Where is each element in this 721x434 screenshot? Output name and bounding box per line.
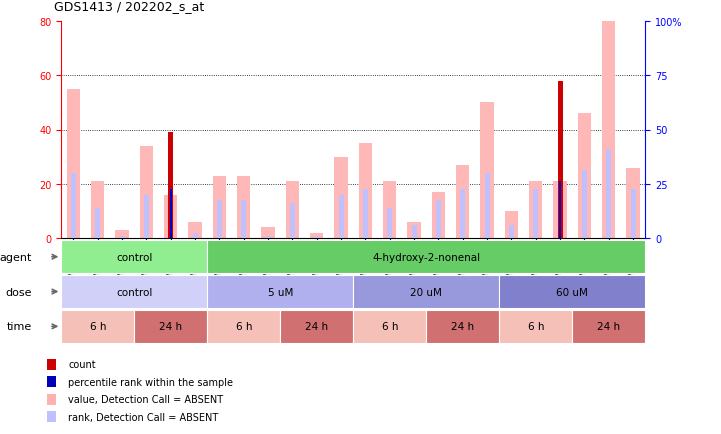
Text: 24 h: 24 h xyxy=(305,322,328,332)
Bar xyxy=(557,81,562,239)
Bar xyxy=(480,103,494,239)
Bar xyxy=(606,149,611,239)
Bar xyxy=(47,359,56,370)
Bar xyxy=(582,171,587,239)
Bar xyxy=(280,310,353,343)
Text: control: control xyxy=(116,287,152,297)
Bar xyxy=(499,276,645,308)
Bar xyxy=(71,174,76,239)
Bar xyxy=(529,182,542,239)
Text: 24 h: 24 h xyxy=(451,322,474,332)
Bar xyxy=(335,157,348,239)
Bar xyxy=(554,182,567,239)
Bar xyxy=(602,22,616,239)
Text: time: time xyxy=(6,322,32,332)
Bar xyxy=(61,241,208,273)
Bar xyxy=(169,190,172,239)
Text: count: count xyxy=(68,360,96,369)
Bar xyxy=(95,209,100,239)
Bar xyxy=(213,176,226,239)
Bar xyxy=(168,195,173,239)
Bar xyxy=(432,193,445,239)
Bar xyxy=(387,209,392,239)
Bar xyxy=(67,89,80,239)
Bar xyxy=(237,176,250,239)
Bar xyxy=(208,276,353,308)
Bar xyxy=(412,225,417,239)
Text: GDS1413 / 202202_s_at: GDS1413 / 202202_s_at xyxy=(54,0,204,13)
Bar xyxy=(193,233,198,239)
Bar xyxy=(353,276,499,308)
Text: agent: agent xyxy=(0,252,32,262)
Text: 4-hydroxy-2-nonenal: 4-hydroxy-2-nonenal xyxy=(372,252,480,262)
Bar xyxy=(505,211,518,239)
Text: 24 h: 24 h xyxy=(159,322,182,332)
Bar xyxy=(426,310,499,343)
Bar xyxy=(353,310,426,343)
Bar xyxy=(164,195,177,239)
Text: rank, Detection Call = ABSENT: rank, Detection Call = ABSENT xyxy=(68,412,218,421)
Bar xyxy=(383,182,397,239)
Bar xyxy=(310,233,324,239)
Bar xyxy=(559,182,561,239)
Text: 20 uM: 20 uM xyxy=(410,287,442,297)
Bar xyxy=(286,182,299,239)
Bar xyxy=(144,195,149,239)
Text: control: control xyxy=(116,252,152,262)
Bar xyxy=(290,204,295,239)
Bar xyxy=(557,168,562,239)
Bar xyxy=(407,222,421,239)
Bar xyxy=(168,133,173,239)
Bar xyxy=(61,310,134,343)
Bar xyxy=(47,394,56,405)
Text: 6 h: 6 h xyxy=(89,322,106,332)
Bar xyxy=(509,225,514,239)
Bar xyxy=(314,236,319,239)
Bar xyxy=(265,236,270,239)
Bar xyxy=(339,195,344,239)
Bar xyxy=(499,310,572,343)
Bar xyxy=(359,144,372,239)
Bar xyxy=(456,165,469,239)
Bar xyxy=(534,190,539,239)
Text: 24 h: 24 h xyxy=(597,322,620,332)
Bar xyxy=(363,190,368,239)
Bar xyxy=(208,310,280,343)
Bar xyxy=(61,276,208,308)
Text: percentile rank within the sample: percentile rank within the sample xyxy=(68,377,234,387)
Bar xyxy=(120,236,125,239)
Bar xyxy=(115,230,129,239)
Text: 6 h: 6 h xyxy=(528,322,544,332)
Text: value, Detection Call = ABSENT: value, Detection Call = ABSENT xyxy=(68,395,224,404)
Bar xyxy=(485,174,490,239)
Bar xyxy=(262,228,275,239)
Bar xyxy=(140,146,153,239)
Bar xyxy=(188,222,202,239)
Bar xyxy=(572,310,645,343)
Bar xyxy=(627,168,640,239)
Bar xyxy=(631,190,636,239)
Text: 6 h: 6 h xyxy=(236,322,252,332)
Text: 6 h: 6 h xyxy=(381,322,398,332)
Text: 5 uM: 5 uM xyxy=(267,287,293,297)
Bar xyxy=(436,201,441,239)
Text: dose: dose xyxy=(6,287,32,297)
Bar xyxy=(47,376,56,388)
Bar xyxy=(134,310,208,343)
Bar xyxy=(91,182,105,239)
Bar xyxy=(460,190,465,239)
Bar xyxy=(578,114,591,239)
Bar xyxy=(217,201,222,239)
Bar xyxy=(242,201,247,239)
Bar xyxy=(208,241,645,273)
Text: 60 uM: 60 uM xyxy=(557,287,588,297)
Bar xyxy=(47,411,56,422)
